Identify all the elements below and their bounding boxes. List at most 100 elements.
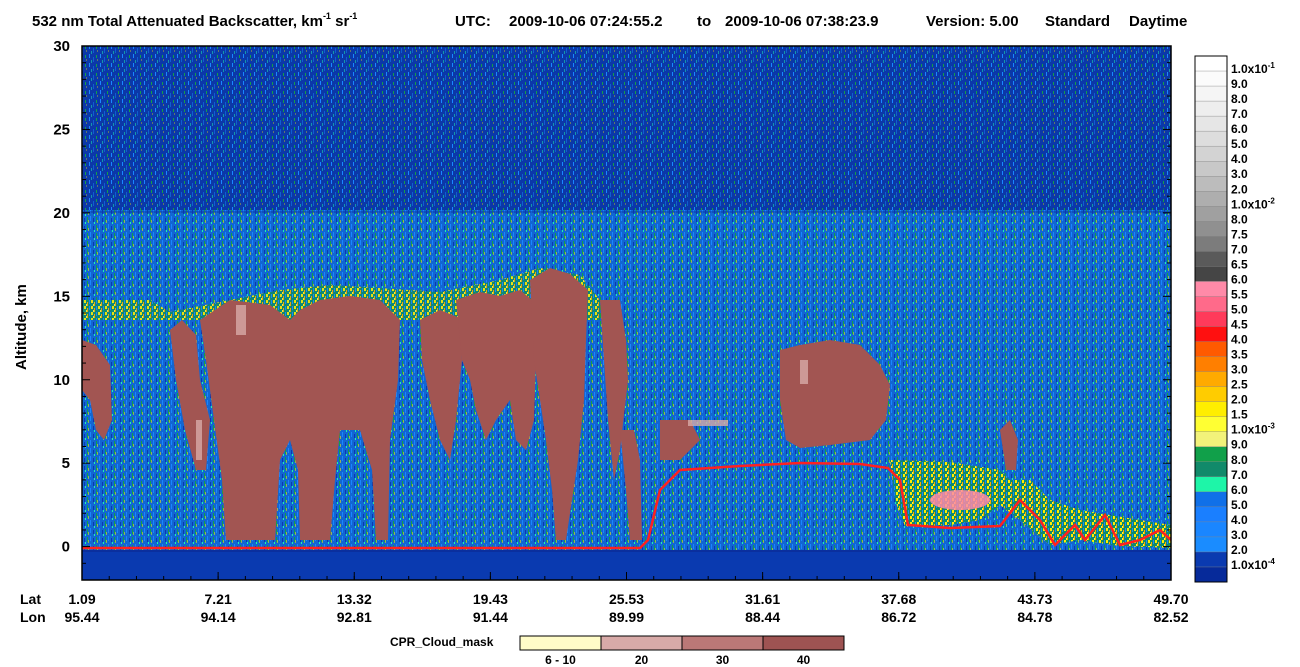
y-tick-label: 15	[53, 288, 70, 305]
title-to: to	[697, 13, 711, 30]
colorbar-label: 2.0	[1231, 393, 1248, 407]
colorbar-label: 1.0x10-1	[1231, 61, 1275, 76]
lat-axis-label: Lat	[20, 591, 41, 607]
colorbar-label: 1.0x10-3	[1231, 422, 1275, 437]
colorbar-swatch	[1194, 416, 1228, 433]
colorbar-label: 7.0	[1231, 468, 1248, 482]
lat-tick-label: 7.21	[205, 591, 232, 607]
colorbar-swatch	[1194, 386, 1228, 403]
colorbar-swatch	[1194, 296, 1228, 312]
colorbar-label: 6.0	[1231, 483, 1248, 497]
colorbar-label: 3.0	[1231, 167, 1248, 181]
y-tick-label: 10	[53, 372, 70, 389]
colorbar-swatch	[1194, 266, 1228, 282]
colorbar-swatch	[1194, 251, 1228, 267]
y-tick-label: 30	[53, 38, 70, 55]
colorbar-swatch	[1194, 100, 1228, 117]
colorbar-swatch	[1194, 476, 1228, 493]
stratosphere-noise	[82, 46, 1171, 212]
title-start-time: 2009-10-06 07:24:55.2	[509, 13, 662, 30]
colorbar-label: 5.0	[1231, 498, 1248, 512]
y-axis-label: Altitude, km	[13, 284, 30, 370]
colorbar-swatch	[1194, 70, 1228, 87]
colorbar-swatch	[1194, 160, 1228, 177]
colorbar-swatch	[1194, 326, 1228, 343]
colorbar-label: 9.0	[1231, 438, 1248, 452]
colorbar-label: 6.5	[1231, 257, 1248, 271]
cloud-mask-swatch	[681, 635, 764, 651]
colorbar-label: 1.5	[1231, 408, 1248, 422]
colorbar-label: 4.0	[1231, 152, 1248, 166]
colorbar-swatch	[1194, 431, 1228, 448]
colorbar-swatch	[1194, 176, 1228, 192]
y-tick-label: 20	[53, 205, 70, 222]
surface-return-line	[82, 461, 1171, 550]
colorbar-swatch	[1194, 55, 1228, 72]
colorbar-swatch	[1194, 191, 1228, 207]
y-tick-label: 5	[62, 455, 70, 472]
lon-tick-label: 91.44	[473, 609, 508, 625]
colorbar-label: 4.0	[1231, 513, 1248, 527]
colorbar-label: 8.0	[1231, 453, 1248, 467]
x-axis: 1.09 95.44 7.21 94.14 13.32 92.81 19.43 91.44 25…	[64, 572, 1189, 625]
colorbar-label: 8.0	[1231, 92, 1248, 106]
colorbar-swatch	[1194, 115, 1228, 132]
colorbar-swatch	[1194, 341, 1228, 358]
lon-tick-label: 84.78	[1017, 609, 1052, 625]
lat-tick-label: 37.68	[881, 591, 916, 607]
title-exp1: -1	[323, 11, 331, 21]
colorbar-swatch	[1194, 506, 1228, 523]
colorbar-swatch	[1194, 401, 1228, 418]
cloud-mask-bin-label: 40	[797, 653, 811, 667]
colorbar-swatch	[1194, 491, 1228, 508]
colorbar-swatch	[1194, 551, 1228, 568]
colorbar-label: 7.0	[1231, 107, 1248, 121]
title-version: Version: 5.00	[926, 13, 1019, 30]
colorbar-swatch	[1194, 221, 1228, 237]
lon-tick-label: 94.14	[201, 609, 236, 625]
lon-tick-label: 92.81	[337, 609, 372, 625]
cloud-mask-bin-label: 6 - 10	[545, 653, 576, 667]
cloud-mask-legend: 6 - 10 20 30 40	[519, 635, 845, 667]
lat-tick-label: 31.61	[745, 591, 780, 607]
colorbar-swatch	[1194, 371, 1228, 388]
colorbar-label: 7.5	[1231, 227, 1248, 241]
colorbar-swatch	[1194, 145, 1228, 162]
colorbar-label: 3.0	[1231, 528, 1248, 542]
colorbar-label: 4.5	[1231, 318, 1248, 332]
y-tick-label: 0	[62, 539, 70, 556]
colorbar-frame	[1194, 55, 1228, 583]
title-product: Standard	[1045, 13, 1110, 30]
colorbar-swatch	[1194, 206, 1228, 222]
cloud-mask-bin-label: 30	[716, 653, 730, 667]
title-end-time: 2009-10-06 07:38:23.9	[725, 13, 878, 30]
colorbar-label: 8.0	[1231, 212, 1248, 226]
colorbar-swatch	[1194, 311, 1228, 328]
colorbar-label: 5.0	[1231, 302, 1248, 316]
cloud-mask-swatch	[519, 635, 602, 651]
title-utc: UTC:	[455, 13, 491, 30]
y-tick-label: 25	[53, 121, 70, 138]
aerosol-core	[930, 490, 990, 510]
lat-tick-label: 43.73	[1017, 591, 1052, 607]
colorbar-label: 4.0	[1231, 333, 1248, 347]
colorbar-swatch	[1194, 521, 1228, 538]
title-main: 532 nm Total Attenuated Backscatter, km	[32, 13, 323, 30]
lon-tick-label: 86.72	[881, 609, 916, 625]
colorbar-label: 5.0	[1231, 137, 1248, 151]
cloud-mask-swatch	[762, 635, 845, 651]
lon-tick-label: 88.44	[745, 609, 780, 625]
chart-title: 532 nm Total Attenuated Backscatter, km-…	[32, 11, 357, 30]
colorbar-label: 2.0	[1231, 182, 1248, 196]
colorbar-swatch	[1194, 130, 1228, 147]
colorbar-label: 1.0x10-2	[1231, 196, 1275, 211]
colorbar-label: 1.0x10-4	[1231, 557, 1275, 572]
colorbar-label: 3.5	[1231, 348, 1248, 362]
colorbar-swatch	[1194, 446, 1228, 463]
colorbar-label: 6.0	[1231, 272, 1248, 286]
colorbar-swatch	[1194, 236, 1228, 252]
lon-tick-label: 95.44	[64, 609, 99, 625]
colorbar-swatch	[1194, 281, 1228, 297]
cloud-mask-bin-label: 20	[635, 653, 649, 667]
